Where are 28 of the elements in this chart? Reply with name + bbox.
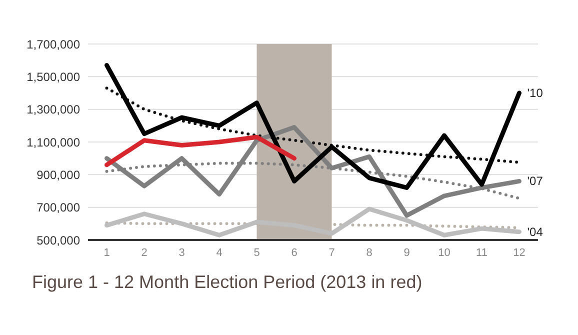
series-label: '07 [527,174,544,188]
y-tick-label: 1,700,000 [26,37,80,52]
y-tick-label: 700,000 [36,200,80,215]
x-tick-label: 3 [178,246,185,259]
x-tick-label: 7 [328,246,335,259]
x-tick-label: 2 [141,246,148,259]
x-tick-label: 1 [104,246,110,259]
line-series [104,125,522,218]
series-label: '04 [527,224,544,239]
y-tick-label: 1,500,000 [26,70,80,84]
x-tick-label: 10 [438,246,450,259]
line-series [104,206,522,238]
x-tick-label: 4 [216,246,222,259]
text: Figure 1 - 12 Month Election Period (2013 in red) [32,272,422,293]
y-tick-label: 1,300,000 [26,102,80,117]
y-tick-label: 500,000 [36,233,80,248]
x-tick-label: 5 [254,246,260,259]
x-tick-label: 8 [366,246,372,259]
x-tick-label: 11 [476,246,488,259]
x-tick-label: 12 [513,246,526,259]
series-label: '10 [527,86,544,100]
x-tick-label: 6 [291,246,298,259]
y-tick-label: 1,100,000 [26,135,80,150]
line-series [104,134,296,168]
line-series [104,62,522,190]
line-series [105,86,521,164]
x-tick-label: 9 [404,246,410,259]
y-tick-label: 900,000 [36,168,80,182]
